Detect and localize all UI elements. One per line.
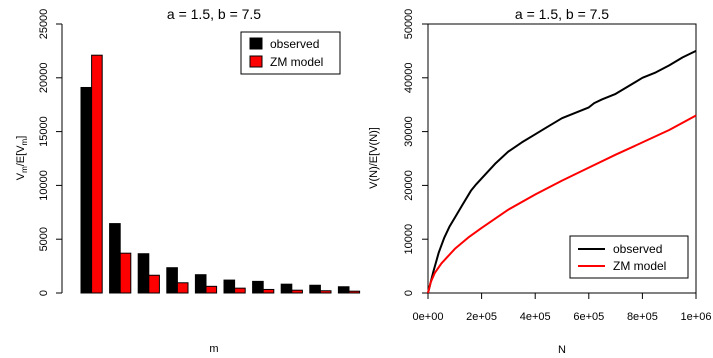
right-y-axis-label: V(N)/E[V(N)] [368,127,380,189]
right-lines [427,50,697,294]
right-y-axis: 0 10000 20000 30000 40000 50000 [403,9,428,296]
bar-observed-m3 [137,253,150,294]
left-y-tick-label: 5000 [38,227,50,251]
left-ylabel-mid: /E[V [15,145,27,166]
left-ylabel-e-sub: m [20,138,29,145]
left-legend-swatch-zm [249,55,263,68]
left-legend: observed ZM model [240,31,341,75]
right-y-tick-label: 10000 [403,224,415,255]
right-title: a = 1.5, b = 7.5 [515,6,609,22]
bar-observed-m9 [309,284,321,294]
right-x-tick-label: 6e+05 [573,311,604,323]
bar-observed-m8 [280,283,293,294]
bar-observed-m6 [223,279,236,294]
left-ylabel-v: V [15,172,27,180]
left-y-tick-label: 15000 [38,116,50,147]
left-legend-swatch-observed [249,37,263,50]
bar-observed-m4 [166,267,178,294]
left-ylabel-end: ] [15,136,27,139]
left-y-axis: 0 5000 10000 15000 20000 25000 [38,9,63,296]
right-x-tick-label: 0e+00 [413,311,444,323]
right-y-tick-label: 40000 [403,63,415,94]
bar-observed-m1 [80,86,93,294]
bar-zm-model-m6 [234,287,246,294]
right-x-axis-label: N [558,344,566,356]
right-y-tick-label: 20000 [403,170,415,201]
right-legend-label-zm: ZM model [613,259,666,273]
left-y-tick-label: 0 [38,290,50,296]
right-y-tick-label: 30000 [403,116,415,147]
left-panel: a = 1.5, b = 7.5 0 5000 10000 15000 20000 250… [15,6,361,355]
right-x-tick-label: 4e+05 [520,311,551,323]
bar-zm-model-m4 [176,282,189,294]
left-bars [80,54,361,294]
right-x-tick-label: 8e+05 [627,311,658,323]
bar-zm-model-m8 [291,289,303,294]
right-y-tick-label: 0 [403,290,415,296]
bar-observed-m7 [252,280,264,294]
right-y-tick-label: 50000 [403,9,415,40]
right-legend-label-observed: observed [613,242,662,256]
left-y-tick-label: 25000 [38,9,50,40]
right-x-tick-label: 1e+06 [681,311,712,323]
left-y-tick-label: 10000 [38,170,50,201]
bar-observed-m10 [337,286,350,294]
left-x-axis-label: m [209,343,218,355]
left-y-tick-label: 20000 [38,63,50,94]
left-title: a = 1.5, b = 7.5 [167,6,261,22]
bar-observed-m5 [194,274,207,294]
line-zm-model [427,114,697,294]
left-y-axis-label: Vm/E[Vm] [15,136,29,181]
bar-zm-model-m2 [119,252,132,294]
left-ylabel-v-sub: m [20,166,29,173]
bar-zm-model-m5 [205,285,218,294]
bar-observed-m2 [109,223,121,294]
left-legend-label-observed: observed [270,37,319,51]
right-plot-box [427,23,697,294]
line-observed [427,50,697,294]
right-x-tick-label: 2e+05 [466,311,497,323]
bar-zm-model-m3 [148,274,160,294]
bar-zm-model-m7 [262,288,275,294]
bar-zm-model-m10 [348,290,361,294]
right-panel: a = 1.5, b = 7.5 0 10000 20000 30000 40000 50… [368,6,711,356]
bar-zm-model-m9 [319,290,332,294]
right-legend-box [569,235,689,279]
right-x-axis: 0e+00 2e+05 4e+05 6e+05 8e+05 1e+06 [413,293,712,323]
right-legend: observed ZM model [569,235,689,279]
left-legend-label-zm: ZM model [270,55,323,69]
bar-zm-model-m1 [91,54,103,294]
